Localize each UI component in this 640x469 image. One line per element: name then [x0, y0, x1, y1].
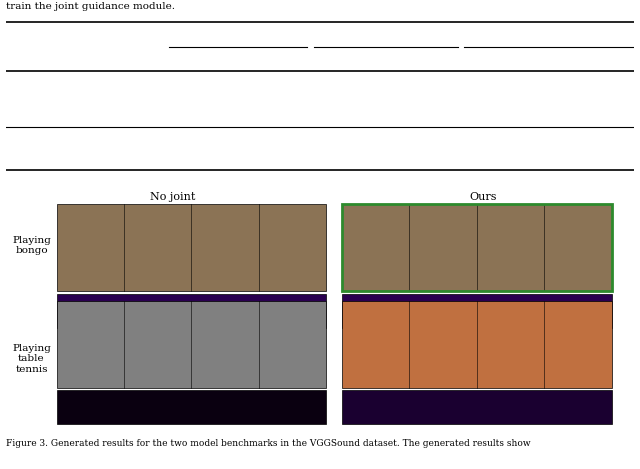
FancyBboxPatch shape — [56, 390, 326, 424]
Text: Playing
table
tennis: Playing table tennis — [12, 344, 51, 374]
FancyBboxPatch shape — [342, 294, 612, 327]
FancyBboxPatch shape — [56, 301, 326, 388]
FancyBboxPatch shape — [342, 301, 612, 388]
FancyBboxPatch shape — [342, 204, 612, 291]
FancyBboxPatch shape — [342, 390, 612, 424]
Text: Figure 3. Generated results for the two model benchmarks in the VGGSound dataset: Figure 3. Generated results for the two … — [6, 439, 531, 448]
Text: No joint: No joint — [150, 192, 195, 202]
Text: Ours: Ours — [469, 192, 497, 202]
FancyBboxPatch shape — [56, 204, 326, 291]
Text: Playing
bongo: Playing bongo — [12, 236, 51, 255]
FancyBboxPatch shape — [56, 294, 326, 327]
Text: train the joint guidance module.: train the joint guidance module. — [6, 2, 175, 11]
